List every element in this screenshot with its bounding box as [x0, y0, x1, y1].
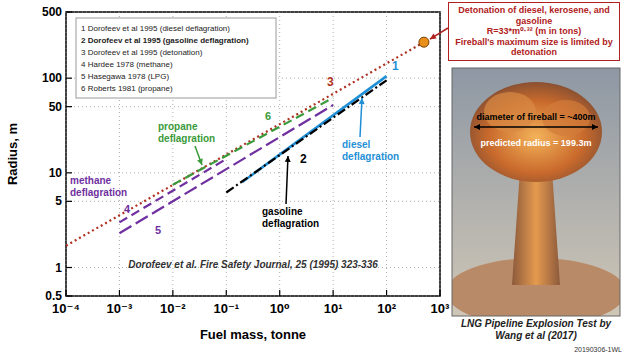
tick: [65, 290, 66, 296]
stamp: 20190306-1WL: [540, 345, 622, 354]
line-number: 6: [265, 110, 271, 122]
box-line: Fireball's maximum size is limited by de…: [452, 37, 616, 58]
data-point: [419, 37, 429, 47]
page: 10⁻⁴ 10⁻³ 10⁻² 10⁻¹ 10⁰ 10¹ 10² 10³ 0.5 1 5 10 50 100…: [0, 0, 624, 356]
line-number: 1: [392, 59, 399, 73]
photo-label: diameter of fireball = ~400m: [476, 112, 595, 122]
tick: [333, 290, 334, 296]
y-tick-label: 500: [42, 5, 62, 19]
tick: [226, 290, 227, 296]
box-line: R=33*m⁰·³² (m in tons): [452, 26, 616, 37]
series-line: [119, 105, 333, 233]
x-tick-label: 10²: [377, 301, 396, 316]
photo-frame: [452, 68, 620, 316]
tick: [66, 172, 72, 173]
annotation-line: deflagration: [342, 151, 399, 162]
annotation-arrow-head: [197, 158, 203, 165]
line-number: 5: [155, 224, 161, 236]
photo: [452, 68, 620, 316]
annotation: gasolinedeflagration: [262, 206, 319, 229]
legend-entry: 2 Dorofeev et al 1995 (gasoline deflagra…: [81, 36, 249, 45]
y-tick-label: 10: [49, 166, 63, 180]
x-tick-label: 10⁻⁴: [52, 301, 80, 316]
grid-line: [66, 106, 440, 107]
tick: [172, 290, 173, 296]
tick: [66, 295, 72, 296]
box-arrow-head: [430, 33, 437, 39]
y-tick-label: 0.5: [45, 289, 62, 303]
annotation-line: deflagration: [262, 218, 319, 229]
photo-stem: [512, 170, 560, 285]
y-tick-label: 100: [42, 71, 62, 85]
annotation: propanedeflagration: [158, 121, 215, 144]
y-axis-title: Radius, m: [5, 123, 20, 185]
annotation-line: diesel: [342, 139, 371, 150]
legend-entry: 6 Roberts 1981 (propane): [81, 84, 173, 93]
box-line: Detonation of diesel, kerosene, and gaso…: [452, 5, 616, 26]
series-line: [119, 159, 226, 222]
photo-arrow: [474, 126, 536, 128]
legend-entry: 4 Hardee 1978 (methane): [81, 60, 173, 69]
y-tick-label: 1: [55, 261, 62, 275]
annotation: Dorofeev et al. Fire Safety Journal, 25 …: [128, 259, 378, 270]
tick: [279, 290, 280, 296]
grid-line: [66, 296, 440, 297]
annotation-line: methane: [70, 175, 112, 186]
line-number: 3: [327, 75, 334, 89]
tick: [439, 290, 440, 296]
line-number: 4: [124, 203, 131, 215]
legend-box: [76, 18, 276, 98]
tick: [66, 106, 72, 107]
box-arrow: [430, 28, 448, 39]
plot-frame: [66, 12, 440, 296]
photo-fireball: [470, 82, 602, 182]
annotation: dieseldeflagration: [342, 139, 399, 162]
legend-entry: 1 Dorofeev et al 1995 (diesel deflagrati…: [81, 24, 230, 33]
tick: [386, 290, 387, 296]
x-axis-title: Fuel mass, tonne: [200, 327, 306, 342]
grid-line: [333, 12, 334, 296]
grid-line: [66, 201, 440, 202]
annotation-line: propane: [158, 121, 198, 132]
tick: [66, 78, 72, 79]
grid-line: [440, 12, 441, 296]
photo-arrow-head: [474, 124, 480, 130]
detonation-box: Detonation of diesel, kerosene, and gaso…: [448, 2, 620, 61]
x-tick-label: 10⁻²: [160, 301, 186, 316]
annotation-line: deflagration: [70, 187, 127, 198]
x-tick-label: 10³: [431, 301, 450, 316]
grid-line: [66, 12, 67, 296]
legend-entry: 3 Dorofeev et al 1995 (detonation): [81, 48, 203, 57]
photo-arrow: [536, 126, 598, 128]
x-tick-label: 10¹: [324, 301, 343, 316]
annotation-arrow-head: [359, 98, 365, 104]
photo-label: predicted radius = 199.3m: [481, 138, 592, 148]
y-tick-label: 5: [55, 194, 62, 208]
photo-arrow-head: [592, 124, 598, 130]
annotation-arrow: [286, 156, 288, 204]
tick: [119, 290, 120, 296]
tick: [66, 267, 72, 268]
y-tick-label: 50: [49, 100, 63, 114]
annotation: methanedeflagration: [70, 175, 127, 198]
grid-line: [66, 12, 440, 13]
tick: [66, 11, 72, 12]
annotation-line: deflagration: [158, 133, 215, 144]
annotation-arrow-head: [285, 156, 291, 162]
annotation-line: gasoline: [262, 206, 303, 217]
x-tick-label: 10⁰: [270, 301, 290, 316]
photo-caption: LNG Pipeline Explosion Test by Wang et a…: [452, 318, 620, 342]
legend-entry: 5 Hasegawa 1978 (LPG): [81, 72, 169, 81]
tick: [66, 201, 72, 202]
x-tick-label: 10⁻¹: [213, 301, 239, 316]
annotation-arrow: [195, 146, 202, 165]
x-tick-label: 10⁻³: [107, 301, 133, 316]
line-number: 2: [300, 152, 307, 166]
